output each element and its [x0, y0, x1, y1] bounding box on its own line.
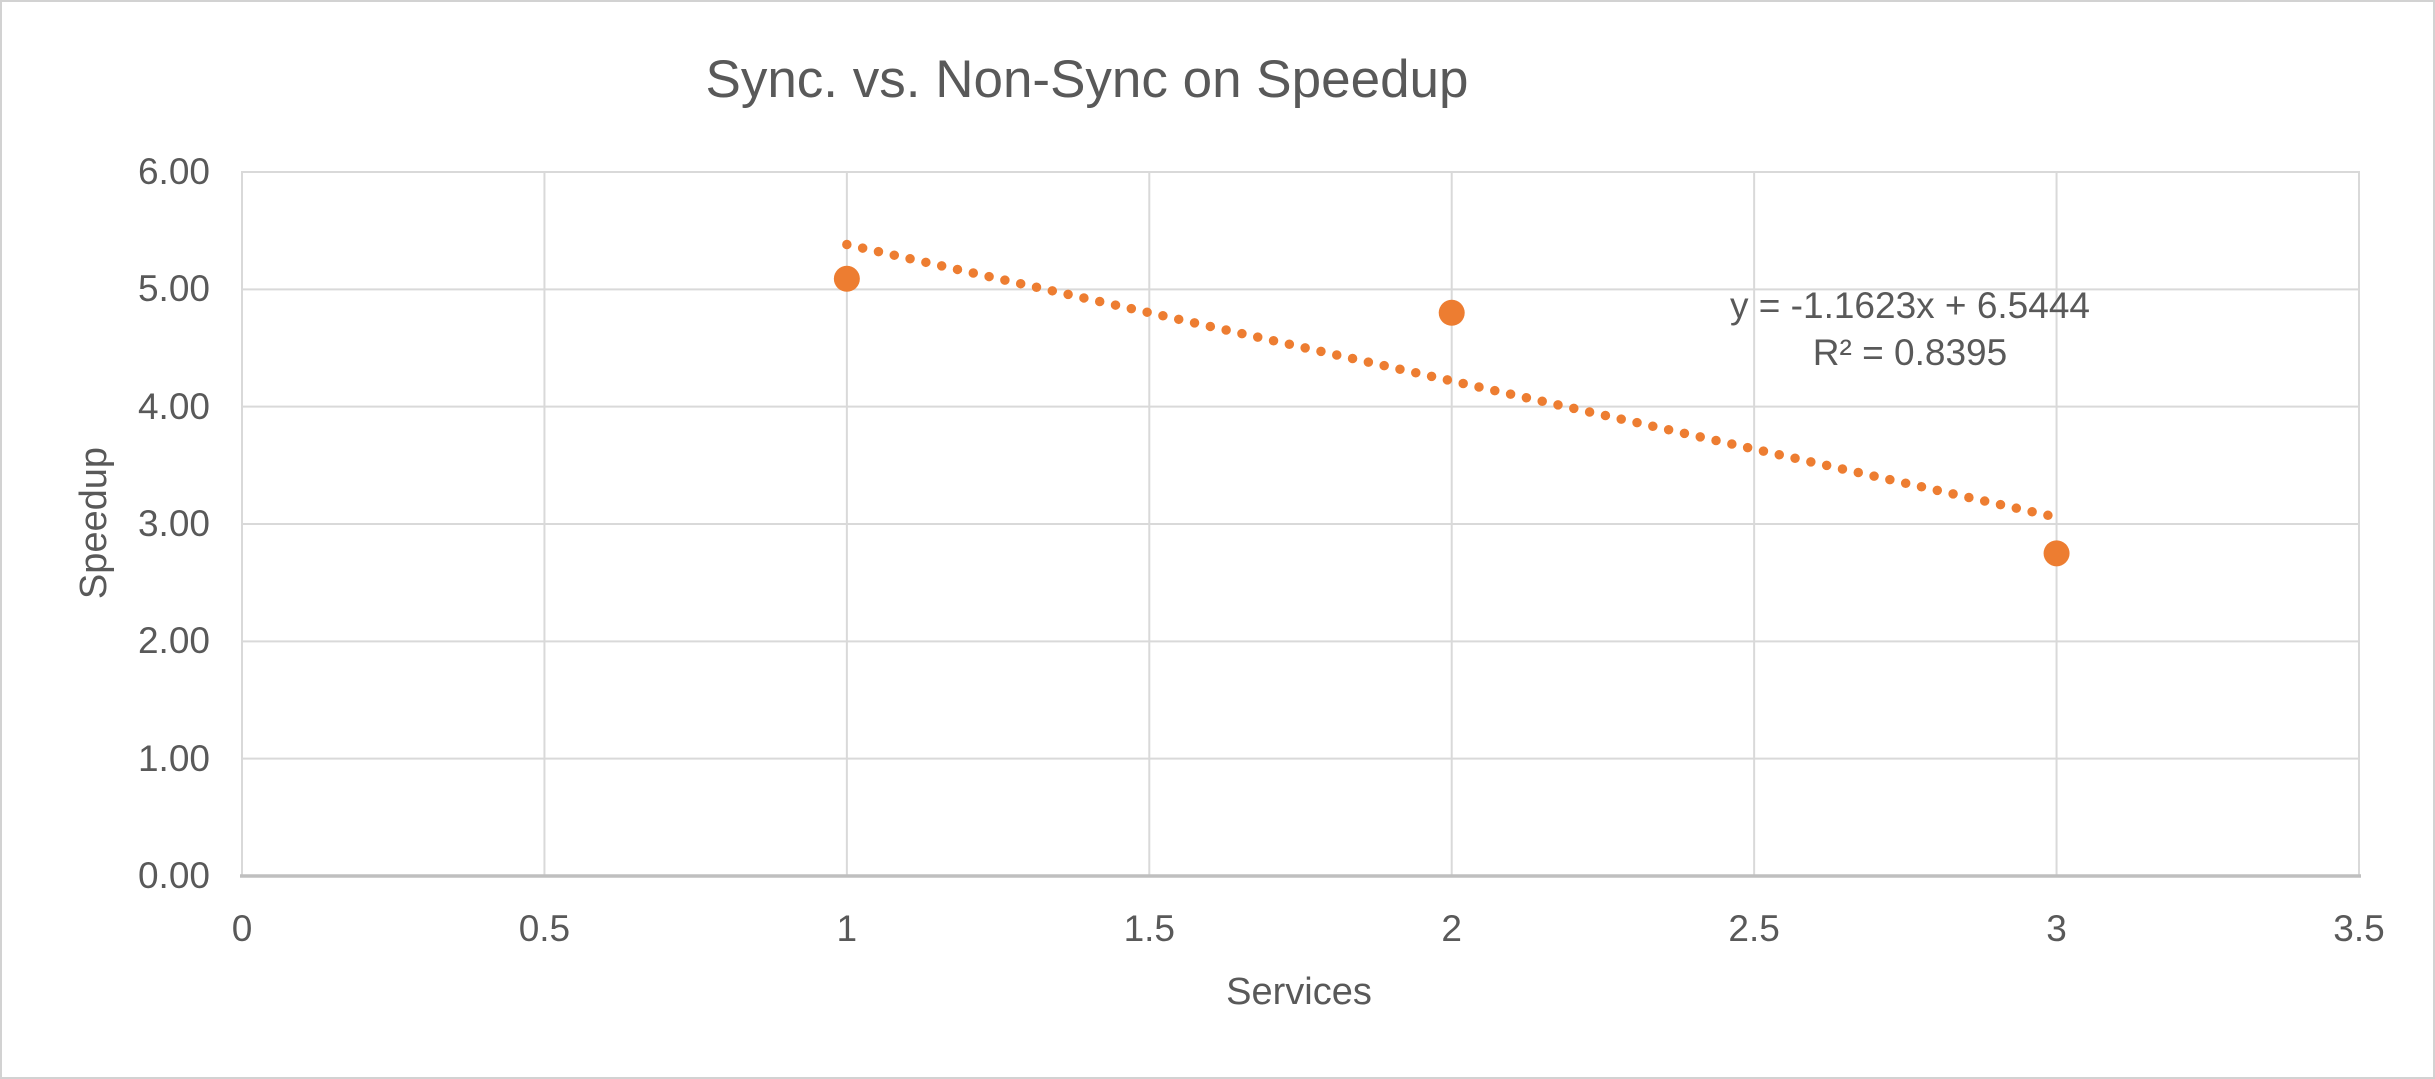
- x-tick-label: 3.5: [2289, 907, 2429, 951]
- y-tick-label: 3.00: [2, 502, 210, 546]
- x-tick-label: 1.5: [1079, 907, 1219, 951]
- trendline-label: y = -1.1623x + 6.5444 R² = 0.8395: [1560, 282, 2260, 376]
- trendline-equation: y = -1.1623x + 6.5444: [1560, 282, 2260, 329]
- y-tick-label: 2.00: [2, 619, 210, 663]
- x-tick-label: 2.5: [1684, 907, 1824, 951]
- x-tick-label: 2: [1382, 907, 1522, 951]
- y-tick-label: 4.00: [2, 385, 210, 429]
- trendline-r-squared: R² = 0.8395: [1560, 329, 2260, 376]
- x-axis-title: Services: [1099, 970, 1499, 1014]
- y-tick-label: 0.00: [2, 854, 210, 898]
- x-tick-label: 0: [172, 907, 312, 951]
- y-tick-label: 1.00: [2, 737, 210, 781]
- y-tick-label: 5.00: [2, 267, 210, 311]
- data-point: [1439, 300, 1465, 326]
- chart: Sync. vs. Non-Sync on Speedup Speedup Se…: [0, 0, 2435, 1079]
- chart-title: Sync. vs. Non-Sync on Speedup: [2, 49, 2172, 110]
- x-tick-label: 3: [1987, 907, 2127, 951]
- x-tick-label: 1: [777, 907, 917, 951]
- data-point: [834, 266, 860, 292]
- y-tick-label: 6.00: [2, 150, 210, 194]
- x-tick-label: 0.5: [474, 907, 614, 951]
- data-point: [2044, 540, 2070, 566]
